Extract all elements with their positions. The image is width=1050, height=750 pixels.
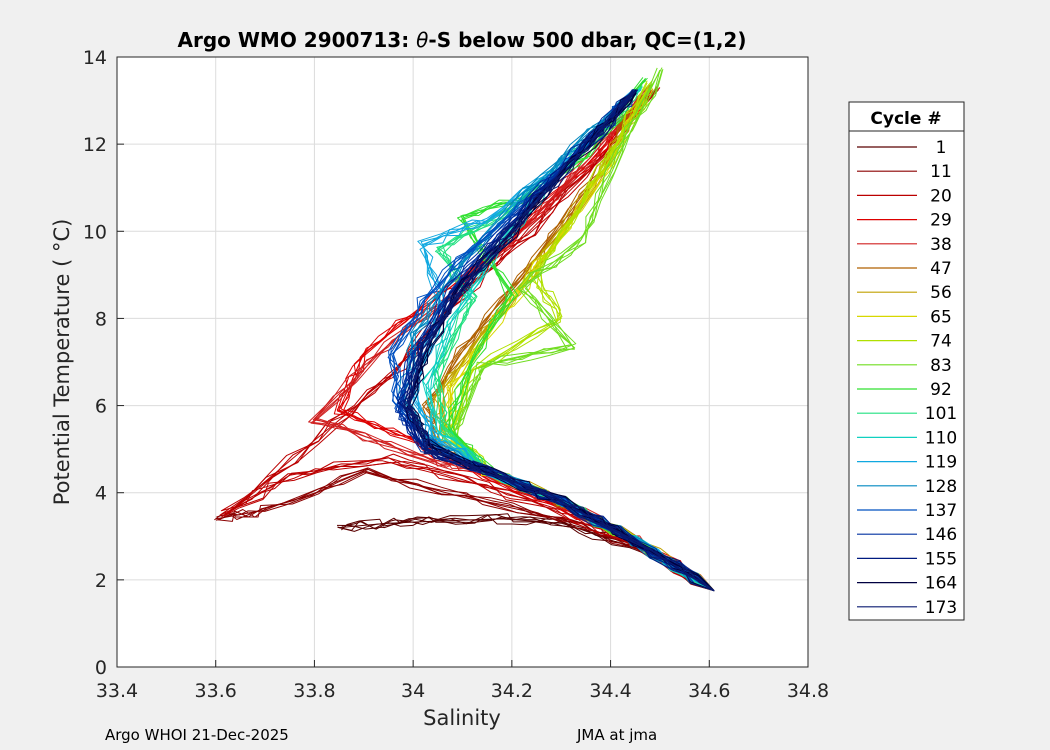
legend-title: Cycle # xyxy=(870,109,941,129)
x-tick-label: 34.8 xyxy=(787,680,829,702)
footer-right: JMA at jma xyxy=(576,726,657,744)
legend-label: 101 xyxy=(925,404,957,424)
legend-label: 128 xyxy=(925,477,957,497)
legend-label: 20 xyxy=(930,186,952,206)
profile-line xyxy=(403,91,715,592)
legend-items: 1112029384756657483921011101191281371461… xyxy=(857,138,957,618)
legend-label: 29 xyxy=(930,211,952,231)
x-tick-label: 34.6 xyxy=(688,680,730,702)
y-tick-label: 2 xyxy=(95,570,107,592)
y-axis-label: Potential Temperature ( °C) xyxy=(50,219,74,506)
chart-title: Argo WMO 2900713: θ-S below 500 dbar, QC… xyxy=(178,28,747,52)
x-tick-label: 34.2 xyxy=(491,680,533,702)
x-tick-label: 34.4 xyxy=(589,680,631,702)
legend-label: 83 xyxy=(930,356,952,376)
footer-left: Argo WHOI 21-Dec-2025 xyxy=(105,726,289,744)
legend-label: 11 xyxy=(930,162,952,182)
legend-label: 74 xyxy=(930,332,952,352)
legend-label: 173 xyxy=(925,598,957,618)
y-tick-label: 14 xyxy=(83,47,107,69)
y-tick-label: 10 xyxy=(83,221,107,243)
legend-label: 56 xyxy=(930,283,952,303)
legend-label: 92 xyxy=(930,380,952,400)
x-tick-label: 34 xyxy=(401,680,425,702)
y-tick-label: 0 xyxy=(95,657,107,679)
profile-curves xyxy=(214,67,715,592)
y-tick-label: 6 xyxy=(95,396,107,418)
legend: Cycle # 11120293847566574839210111011912… xyxy=(848,101,965,621)
chart-title-prefix: Argo WMO 2900713: xyxy=(178,28,417,52)
chart-title-suffix: -S below 500 dbar, QC=(1,2) xyxy=(428,28,746,52)
legend-label: 119 xyxy=(925,453,957,473)
legend-label: 65 xyxy=(930,307,952,327)
axis-ticks: 33.4 33.6 33.8 34 34.2 34.4 34.6 34.8 0 2 4 6 8 10 12 1… xyxy=(83,47,829,702)
y-tick-label: 4 xyxy=(95,483,107,505)
x-axis-label: Salinity xyxy=(423,706,501,730)
y-tick-label: 12 xyxy=(83,134,107,156)
legend-label: 47 xyxy=(930,259,952,279)
x-tick-label: 33.8 xyxy=(293,680,335,702)
profile-line xyxy=(223,89,715,592)
legend-label: 1 xyxy=(936,138,947,158)
legend-label: 38 xyxy=(930,235,952,255)
chart-title-theta: θ xyxy=(416,28,428,52)
legend-label: 110 xyxy=(925,428,957,448)
legend-label: 164 xyxy=(925,574,957,594)
plot-frame xyxy=(116,56,809,668)
x-tick-label: 33.4 xyxy=(96,680,138,702)
profile-line xyxy=(219,89,715,592)
x-tick-label: 33.6 xyxy=(195,680,237,702)
profile-line xyxy=(407,90,715,592)
profile-line xyxy=(406,88,715,592)
legend-label: 146 xyxy=(925,525,957,545)
legend-label: 155 xyxy=(925,549,957,569)
y-tick-label: 8 xyxy=(95,308,107,330)
legend-label: 137 xyxy=(925,501,957,521)
